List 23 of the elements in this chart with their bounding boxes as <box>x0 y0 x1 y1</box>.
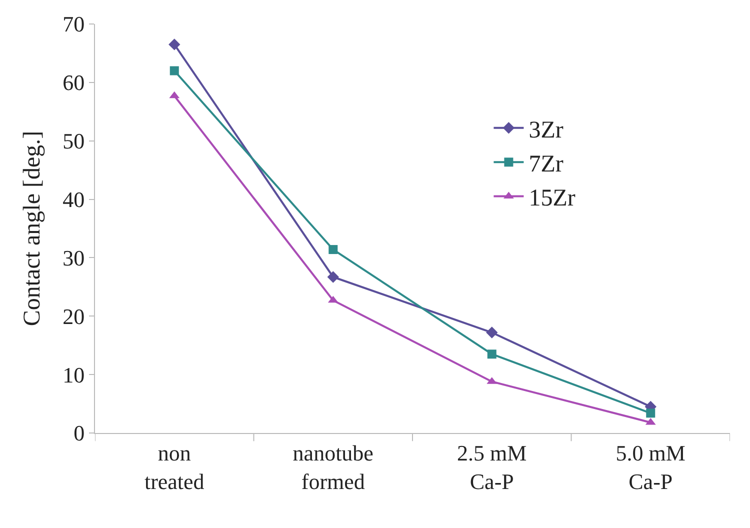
point <box>170 66 179 76</box>
y-tick-label: 40 <box>62 186 85 212</box>
x-tick-label: nanotube formed <box>292 440 374 494</box>
legend-label: 15Zr <box>528 186 576 212</box>
legend-label: 7Zr <box>528 151 564 178</box>
x-tick-label: 5.0 mM Ca-P <box>616 440 686 494</box>
point <box>328 245 338 254</box>
point <box>486 326 498 338</box>
x-tick-label: 2.5 mM Ca-P <box>457 440 527 494</box>
y-tick-label: 70 <box>62 12 85 37</box>
y-tick-label: 20 <box>62 304 85 329</box>
y-axis-title: Contact angle [deg.] <box>20 130 46 326</box>
point <box>168 38 180 50</box>
legend-label: 3Zr <box>528 117 564 144</box>
y-tick-label: 30 <box>62 245 85 270</box>
y-tick-label: 60 <box>62 70 85 96</box>
point <box>327 271 339 283</box>
point <box>487 350 496 359</box>
y-tick-label: 10 <box>62 362 85 388</box>
x-tick-label: non treated <box>144 440 204 494</box>
point <box>646 408 656 418</box>
y-tick-label: 0 <box>74 420 85 446</box>
y-tick-label: 50 <box>62 128 85 154</box>
